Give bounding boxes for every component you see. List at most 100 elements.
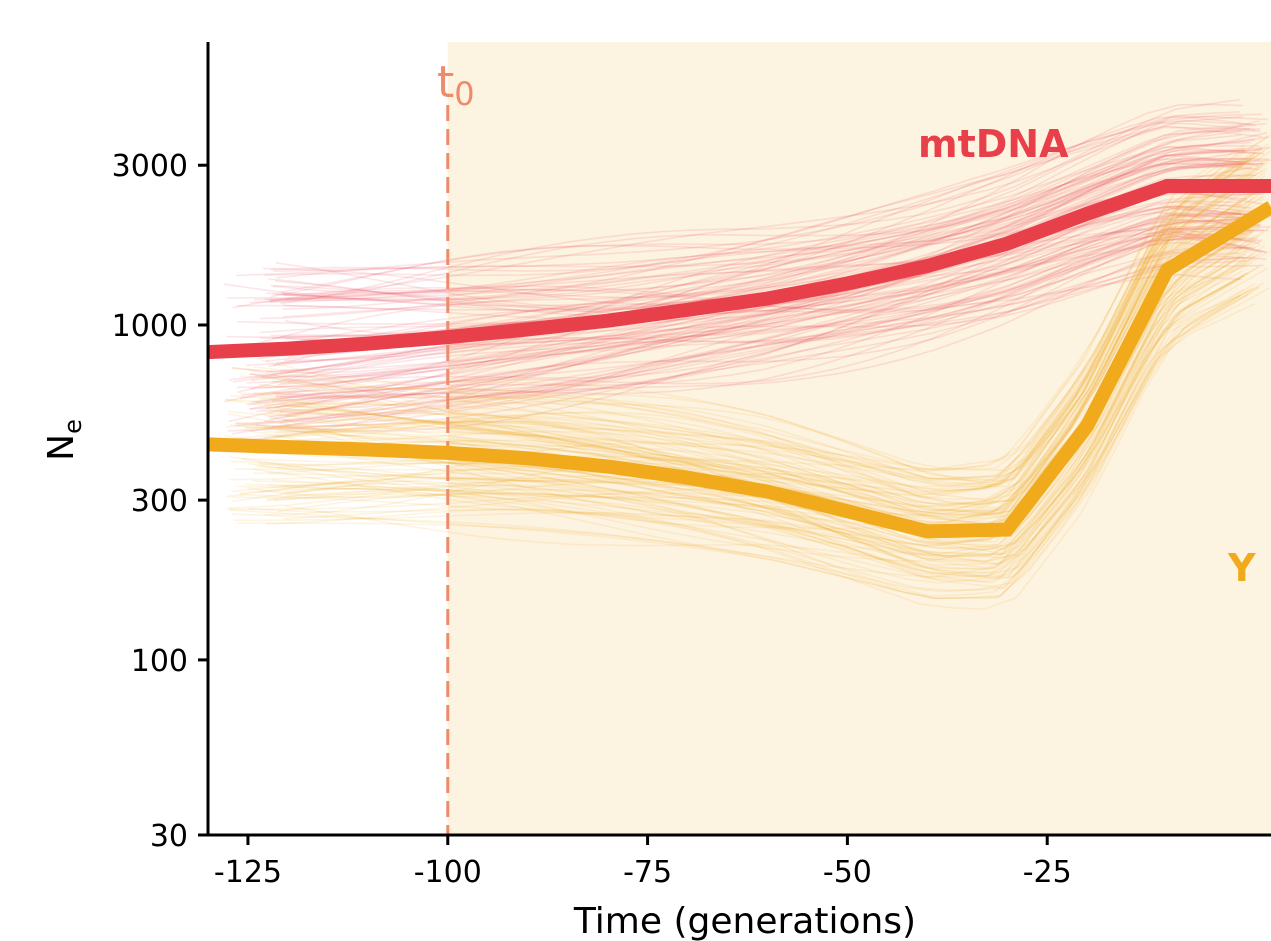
t0-label-subscript: 0 bbox=[454, 75, 474, 113]
sample-line bbox=[267, 266, 1259, 555]
sample-line bbox=[251, 103, 1244, 346]
sample-line bbox=[227, 246, 1251, 432]
sample-line bbox=[245, 147, 1269, 492]
sample-line bbox=[260, 171, 1252, 471]
sample-line bbox=[280, 231, 1240, 416]
sample-line bbox=[231, 283, 1256, 600]
sample-line bbox=[252, 163, 1244, 403]
sample-line bbox=[259, 141, 1252, 352]
sample-line bbox=[277, 143, 1269, 516]
sample-line bbox=[269, 224, 1262, 420]
sample-line bbox=[261, 212, 1253, 379]
sample-line bbox=[223, 219, 1248, 302]
sample-line bbox=[281, 234, 1242, 570]
sample-line bbox=[270, 233, 1262, 316]
sample-line bbox=[286, 253, 1247, 557]
sample-line bbox=[246, 182, 1271, 484]
sample-line bbox=[273, 187, 1265, 313]
t0-label-main: t bbox=[437, 57, 454, 108]
x-tick-label: -75 bbox=[623, 855, 672, 890]
sample-line bbox=[230, 180, 1255, 490]
sample-line bbox=[270, 113, 1262, 298]
sample-line bbox=[269, 126, 1261, 302]
series-lines bbox=[207, 179, 1271, 539]
sample-line bbox=[266, 234, 1259, 584]
sample-line bbox=[268, 159, 1260, 418]
sample-line bbox=[284, 288, 1245, 571]
sample-line bbox=[253, 149, 1246, 301]
sample-line bbox=[260, 257, 1252, 578]
sample-line bbox=[239, 160, 1264, 488]
y-axis-title-subscript: e bbox=[59, 419, 87, 434]
sample-line bbox=[285, 184, 1245, 496]
sample-line bbox=[280, 98, 1240, 305]
sample-line bbox=[250, 273, 1242, 398]
sample-line bbox=[259, 162, 1251, 480]
y-tick-label: 1000 bbox=[112, 309, 188, 344]
sample-line bbox=[252, 275, 1244, 578]
series-line-mtdna bbox=[207, 179, 1271, 360]
sample-line bbox=[235, 162, 1260, 277]
sample-line bbox=[266, 254, 1258, 600]
sample-line bbox=[263, 139, 1256, 423]
sample-line bbox=[253, 274, 1245, 556]
sample-line bbox=[266, 165, 1259, 486]
sample-line bbox=[258, 158, 1251, 482]
sample-line bbox=[263, 155, 1256, 481]
sample-line bbox=[228, 228, 1253, 422]
sample-line bbox=[226, 221, 1250, 339]
sample-line bbox=[232, 197, 1256, 486]
sample-line bbox=[231, 234, 1256, 566]
sample-line bbox=[265, 184, 1257, 410]
sample-line bbox=[255, 237, 1247, 403]
y-ticks: 30 100 300 1000 3000 bbox=[112, 149, 208, 854]
sample-line bbox=[268, 226, 1261, 551]
sample-line bbox=[270, 125, 1262, 272]
sample-line bbox=[231, 246, 1256, 435]
sample-line bbox=[282, 163, 1242, 310]
sample-line bbox=[285, 160, 1245, 301]
sample-line bbox=[228, 219, 1253, 381]
sample-line bbox=[280, 203, 1241, 492]
sample-line bbox=[285, 256, 1245, 427]
sample-line bbox=[226, 173, 1251, 498]
sample-line bbox=[236, 192, 1260, 427]
y-axis-title-main: N bbox=[41, 434, 82, 461]
sample-line bbox=[255, 260, 1247, 432]
sample-line bbox=[285, 149, 1245, 417]
sample-line bbox=[231, 256, 1255, 374]
sample-line bbox=[262, 174, 1255, 511]
sample-line bbox=[229, 287, 1254, 580]
sample-line bbox=[284, 115, 1244, 296]
sample-line bbox=[272, 212, 1265, 367]
sample-line bbox=[275, 228, 1267, 309]
sample-line bbox=[263, 252, 1256, 574]
sample-line bbox=[271, 196, 1263, 509]
sample-line bbox=[250, 212, 1242, 410]
sample-line bbox=[272, 162, 1264, 339]
t0-label: t0 bbox=[437, 57, 475, 113]
sample-line bbox=[248, 255, 1241, 542]
sample-line bbox=[251, 156, 1244, 501]
y-tick-label: 300 bbox=[131, 484, 188, 519]
x-ticks: -125 -100 -75 -50 -25 bbox=[214, 835, 1072, 890]
sample-line bbox=[230, 241, 1254, 546]
x-tick-label: -100 bbox=[414, 855, 482, 890]
sample-line bbox=[236, 120, 1260, 389]
sample-line bbox=[236, 265, 1261, 593]
sample-line bbox=[260, 210, 1253, 503]
sample-line bbox=[282, 199, 1242, 296]
sample-line bbox=[236, 130, 1261, 394]
series-label-mtdna: mtDNA bbox=[918, 122, 1069, 166]
sample-line bbox=[279, 135, 1271, 473]
sample-line bbox=[233, 221, 1258, 559]
sample-line bbox=[284, 165, 1244, 362]
sample-line bbox=[224, 155, 1249, 481]
sample-line bbox=[229, 291, 1253, 599]
sample-line bbox=[273, 145, 1265, 272]
sample-line bbox=[278, 287, 1270, 583]
sample-line bbox=[283, 270, 1244, 562]
sample-line bbox=[244, 267, 1268, 592]
sample-line bbox=[249, 252, 1241, 378]
